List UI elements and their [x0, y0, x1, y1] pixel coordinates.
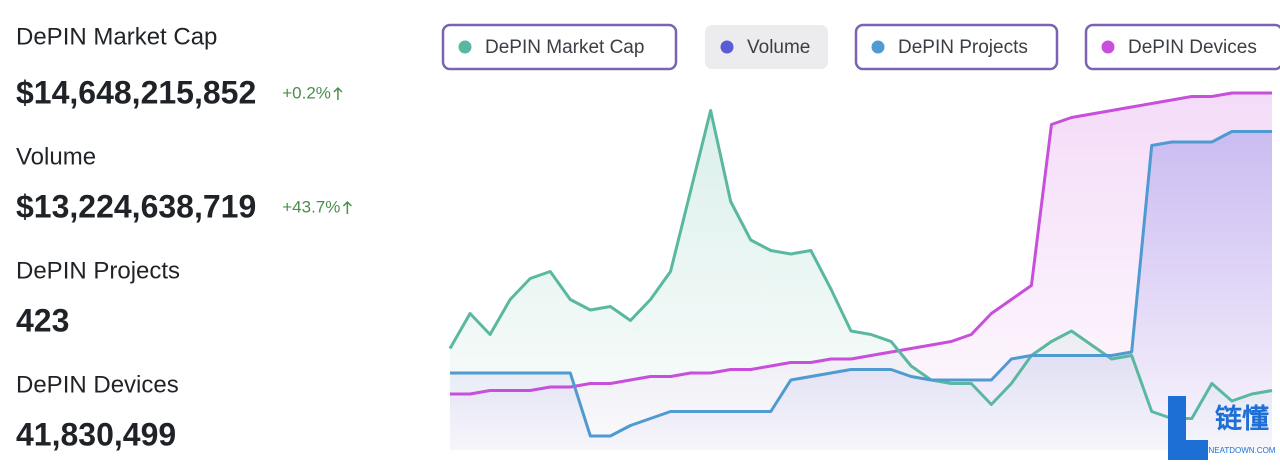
lines	[448, 91, 1273, 438]
legend-swatch	[871, 40, 885, 54]
legend-swatch	[1101, 40, 1115, 54]
stats-panel: DePIN Market Cap $14,648,215,852 +0.2% Volu…	[16, 23, 352, 452]
area	[450, 131, 1272, 450]
legend-swatch	[458, 40, 472, 54]
legend-item[interactable]: DePIN Market Cap	[441, 23, 678, 71]
line	[450, 91, 1272, 396]
stat-value: $13,224,638,719	[16, 188, 256, 224]
stat-label: DePIN Market Cap	[16, 23, 217, 50]
areas	[450, 93, 1272, 450]
legend-item[interactable]: DePIN Devices	[1084, 23, 1280, 71]
watermark-icon	[1168, 396, 1208, 460]
watermark-site: NEATDOWN.COM	[1209, 446, 1276, 455]
legend-swatch	[720, 40, 734, 54]
watermark: 链懂 NEATDOWN.COM	[1168, 396, 1276, 460]
stat-value: $14,648,215,852	[16, 74, 256, 110]
legend-item[interactable]: DePIN Projects	[854, 23, 1059, 71]
legend: DePIN Market Cap Volume DePIN Projects DePI…	[441, 23, 1280, 71]
legend-label: DePIN Market Cap	[485, 37, 644, 58]
up-arrow-icon	[333, 86, 343, 100]
stat-change: +0.2%	[282, 83, 331, 102]
legend-button[interactable]	[854, 23, 1059, 71]
stat-change: +43.7%	[282, 197, 340, 216]
stat-label: DePIN Projects	[16, 257, 180, 284]
legend-label: DePIN Projects	[898, 37, 1028, 58]
stat-label: Volume	[16, 143, 96, 170]
stat-label: DePIN Devices	[16, 371, 179, 398]
up-arrow-icon	[342, 200, 352, 214]
legend-button[interactable]	[441, 23, 678, 71]
stat-value: 423	[16, 302, 69, 338]
line	[448, 109, 1273, 420]
legend-item[interactable]: Volume	[705, 25, 828, 69]
legend-label: Volume	[747, 37, 810, 58]
line	[450, 130, 1272, 438]
legend-button[interactable]	[1084, 23, 1280, 71]
legend-button[interactable]	[705, 25, 828, 69]
legend-label: DePIN Devices	[1128, 37, 1257, 58]
watermark-logo: 链懂	[1215, 403, 1269, 434]
stat-value: 41,830,499	[16, 416, 176, 452]
